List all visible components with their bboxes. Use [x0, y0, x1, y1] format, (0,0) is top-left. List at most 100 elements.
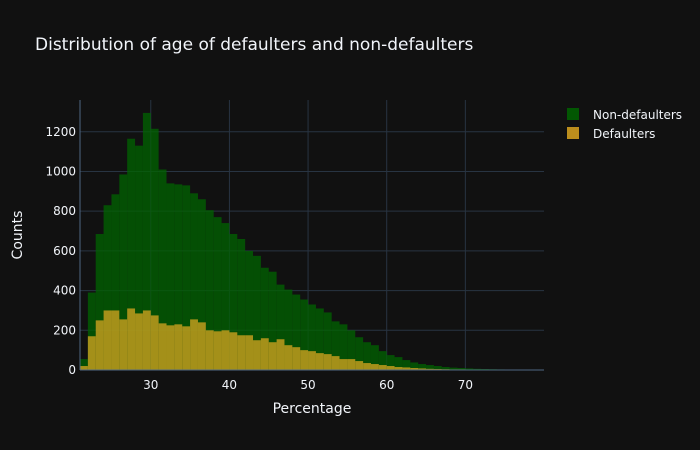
histogram-bar[interactable]	[268, 342, 277, 370]
histogram-bar[interactable]	[449, 367, 458, 370]
histogram-bar[interactable]	[103, 310, 112, 370]
histogram-bar[interactable]	[308, 351, 316, 370]
histogram-bar[interactable]	[119, 174, 128, 370]
histogram-bar[interactable]	[418, 364, 427, 370]
histogram-bar[interactable]	[142, 310, 151, 370]
histogram-bar[interactable]	[276, 284, 285, 370]
histogram-bar[interactable]	[347, 330, 356, 370]
histogram-bar[interactable]	[457, 368, 466, 370]
histogram-bar[interactable]	[158, 169, 167, 370]
histogram-bar[interactable]	[284, 345, 293, 370]
histogram-bar[interactable]	[315, 353, 324, 370]
histogram-bar[interactable]	[253, 340, 261, 370]
histogram-bar[interactable]	[197, 199, 206, 370]
histogram-bar[interactable]	[268, 271, 277, 370]
histogram-bar[interactable]	[394, 357, 403, 370]
histogram-bar[interactable]	[378, 365, 387, 370]
histogram-bar[interactable]	[402, 367, 411, 370]
histogram-bar[interactable]	[386, 355, 395, 370]
histogram-bar[interactable]	[315, 308, 324, 370]
histogram-bar[interactable]	[87, 336, 96, 370]
histogram-bar[interactable]	[347, 359, 356, 370]
histogram-bar[interactable]	[119, 319, 128, 370]
histogram-bar[interactable]	[260, 267, 269, 370]
histogram-bar[interactable]	[103, 205, 112, 370]
histogram-bar[interactable]	[339, 324, 348, 370]
histogram-bar[interactable]	[213, 217, 222, 370]
legend-item[interactable]: Non-defaulters	[567, 108, 682, 122]
histogram-bar[interactable]	[213, 331, 222, 370]
histogram-bar[interactable]	[370, 345, 379, 370]
histogram-bar[interactable]	[331, 356, 340, 370]
histogram-bar[interactable]	[300, 299, 309, 370]
histogram-bar[interactable]	[95, 234, 104, 370]
histogram-bar[interactable]	[363, 342, 371, 370]
histogram-bar[interactable]	[174, 184, 183, 370]
histogram-bar[interactable]	[166, 325, 175, 370]
histogram-bar[interactable]	[205, 210, 214, 370]
histogram-bar[interactable]	[237, 335, 246, 370]
histogram-bar[interactable]	[323, 354, 332, 370]
histogram-bar[interactable]	[197, 322, 206, 370]
histogram-bar[interactable]	[80, 366, 88, 370]
histogram-bar[interactable]	[174, 324, 183, 370]
histogram-bar[interactable]	[378, 351, 387, 370]
histogram-bar[interactable]	[386, 366, 395, 370]
histogram-bar[interactable]	[182, 185, 191, 370]
histogram-bar[interactable]	[158, 323, 167, 370]
histogram-bar[interactable]	[370, 364, 379, 370]
histogram-bar[interactable]	[142, 112, 151, 370]
histogram-bar[interactable]	[87, 292, 96, 370]
histogram-bar[interactable]	[394, 367, 403, 370]
histogram-bar[interactable]	[355, 361, 364, 370]
histogram-bar[interactable]	[80, 359, 88, 370]
histogram-bar[interactable]	[363, 363, 371, 370]
histogram-bar[interactable]	[292, 294, 301, 370]
histogram-bar[interactable]	[410, 368, 419, 370]
histogram-bar[interactable]	[331, 321, 340, 370]
histogram-bar[interactable]	[111, 310, 120, 370]
histogram-bar[interactable]	[418, 368, 427, 370]
histogram-bar[interactable]	[308, 304, 316, 370]
histogram-bar[interactable]	[127, 138, 136, 370]
histogram-bar[interactable]	[284, 289, 293, 370]
histogram-bar[interactable]	[111, 194, 120, 370]
histogram-bar[interactable]	[182, 326, 191, 370]
histogram-bar[interactable]	[229, 332, 238, 370]
histogram-bar[interactable]	[205, 330, 214, 370]
histogram-bar[interactable]	[150, 315, 159, 370]
histogram-bar[interactable]	[221, 330, 230, 370]
histogram-bar[interactable]	[339, 359, 348, 370]
histogram-bar[interactable]	[276, 339, 285, 370]
histogram-bar[interactable]	[237, 238, 246, 370]
histogram-bar[interactable]	[221, 223, 230, 370]
histogram-bar[interactable]	[410, 362, 419, 370]
histogram-bar[interactable]	[190, 193, 198, 370]
histogram-bar[interactable]	[229, 234, 238, 370]
histogram-bar[interactable]	[473, 368, 482, 370]
histogram-bar[interactable]	[127, 308, 136, 370]
histogram-bar[interactable]	[292, 347, 301, 370]
histogram-bar[interactable]	[245, 250, 254, 370]
histogram-bar[interactable]	[323, 312, 332, 370]
histogram-bar[interactable]	[426, 365, 434, 370]
histogram-bar[interactable]	[150, 128, 159, 370]
histogram-bar[interactable]	[95, 320, 104, 370]
histogram-bar[interactable]	[135, 145, 143, 370]
histogram-bar[interactable]	[465, 368, 474, 370]
histogram-bar[interactable]	[190, 319, 198, 370]
histogram-bar[interactable]	[260, 338, 269, 370]
histogram-bar[interactable]	[426, 368, 434, 370]
legend-item[interactable]: Defaulters	[567, 127, 655, 141]
histogram-bar[interactable]	[253, 255, 261, 370]
histogram-bar[interactable]	[441, 367, 450, 370]
histogram-bar[interactable]	[166, 183, 175, 370]
x-tick-label: 40	[222, 378, 237, 392]
histogram-bar[interactable]	[135, 313, 143, 370]
histogram-bar[interactable]	[355, 337, 364, 370]
legend[interactable]: Non-defaulters Defaulters	[567, 108, 682, 141]
histogram-bar[interactable]	[245, 335, 254, 370]
histogram-bar[interactable]	[433, 366, 442, 370]
histogram-bar[interactable]	[300, 350, 309, 370]
histogram-bar[interactable]	[402, 360, 411, 370]
